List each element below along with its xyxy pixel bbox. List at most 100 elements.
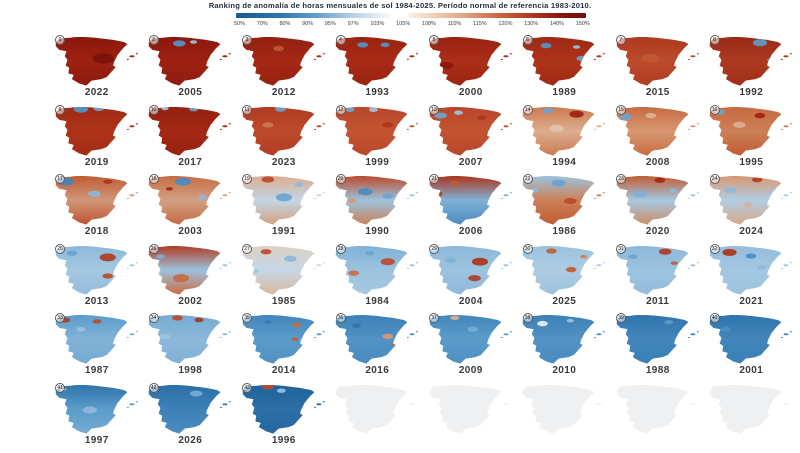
balearic-island [407, 197, 410, 200]
rank-badge: 37 [429, 313, 439, 323]
spain-map [336, 245, 419, 295]
balearic-island [596, 263, 602, 266]
balearic-island [129, 333, 135, 336]
balearic-island [126, 267, 129, 269]
legend-tick: 150% [575, 21, 590, 27]
map-cell: 38 2010 [518, 313, 612, 383]
balearic-island [322, 331, 325, 333]
map-cell: 20 1990 [331, 174, 425, 244]
balearic-island [407, 58, 410, 61]
rank-badge: 4 [335, 35, 346, 45]
balearic-island [415, 192, 419, 194]
legend-colorbar-blue [236, 13, 390, 18]
balearic-island [409, 333, 415, 336]
balearic-island [126, 197, 129, 200]
balearic-island [789, 331, 793, 333]
spain-map [55, 37, 138, 86]
balearic-island [503, 124, 509, 127]
year-label: 2005 [178, 87, 203, 98]
spain-map [55, 384, 138, 434]
legend-tick: 103% [370, 21, 385, 27]
balearic-island [781, 336, 784, 339]
balearic-island [602, 122, 606, 124]
rank-badge: 23 [616, 174, 626, 184]
spain-map [429, 384, 509, 434]
map-cell: 23 2020 [611, 174, 705, 244]
map-grid: 1 2022 2 2005 3 2012 4 1993 5 2000 6 1989 7 2015 8 1992… [50, 35, 798, 452]
map-cell: 35 2014 [237, 313, 331, 383]
balearic-island [696, 261, 699, 263]
balearic-island [220, 267, 223, 269]
spain-map [55, 106, 138, 156]
spain-map [616, 245, 699, 295]
rank-badge: 27 [242, 243, 252, 254]
balearic-island [594, 128, 597, 130]
rank-badge: 36 [335, 313, 346, 323]
spain-map [242, 384, 325, 434]
spain-map [429, 106, 512, 156]
year-label: 2008 [645, 156, 670, 168]
balearic-island [313, 128, 316, 130]
map-cell: 43 1996 [237, 382, 331, 453]
map-cell: 22 1986 [518, 174, 612, 244]
spain-map [242, 106, 325, 156]
balearic-island [129, 55, 135, 58]
rank-badge: 16 [709, 104, 720, 115]
balearic-island [129, 402, 135, 405]
legend-tick: 70% [256, 21, 268, 27]
spain-map [523, 106, 606, 156]
rank-badge: 34 [148, 313, 159, 323]
year-label: 2020 [645, 226, 670, 237]
rank-badge: 3 [242, 35, 252, 45]
year-label: 2022 [84, 87, 109, 98]
legend-tick: 130% [524, 21, 539, 27]
year-label: 1998 [178, 365, 203, 376]
spain-map [336, 315, 419, 364]
balearic-island [690, 194, 696, 197]
year-label: 1997 [84, 434, 109, 446]
balearic-island [503, 402, 509, 405]
map-cell: 30 2025 [518, 243, 612, 314]
spain-map [523, 37, 606, 86]
map-cell: 24 2024 [705, 174, 799, 244]
balearic-island [500, 267, 503, 269]
balearic-island [789, 53, 793, 55]
rank-badge: 21 [429, 174, 439, 184]
map-cell: 40 2001 [705, 313, 799, 383]
year-label: 1999 [365, 156, 390, 168]
rank-badge: 31 [616, 243, 626, 254]
balearic-island [135, 331, 138, 333]
map-cell: 18 2003 [144, 174, 238, 244]
balearic-island [135, 400, 138, 402]
spain-map [242, 176, 325, 225]
balearic-island [696, 331, 699, 333]
balearic-island [228, 331, 232, 333]
balearic-island [313, 267, 316, 269]
balearic-island [509, 53, 512, 55]
balearic-island [316, 333, 322, 336]
balearic-island [407, 336, 410, 339]
map-cell: 6 1989 [518, 35, 612, 105]
legend-tick: 105% [396, 21, 411, 27]
balearic-island [313, 58, 316, 61]
balearic-island [500, 197, 503, 200]
spain-map [242, 245, 325, 295]
year-label: 2009 [458, 365, 483, 376]
balearic-island [690, 124, 696, 127]
balearic-island [687, 58, 690, 61]
map-cell-ghost [611, 383, 705, 453]
balearic-island [135, 192, 138, 194]
rank-badge: 18 [148, 174, 159, 184]
balearic-island [415, 53, 419, 55]
spain-map [55, 245, 138, 295]
year-label: 1985 [271, 295, 296, 307]
map-cell: 42 2026 [144, 382, 238, 453]
map-cell: 21 2006 [424, 174, 518, 244]
year-label: 1987 [84, 365, 109, 376]
year-label: 2010 [552, 365, 577, 376]
map-cell-ghost [518, 383, 612, 453]
balearic-island [602, 331, 606, 333]
rank-badge: 42 [148, 382, 159, 393]
year-label: 2001 [739, 365, 764, 376]
rank-badge: 6 [522, 35, 533, 45]
